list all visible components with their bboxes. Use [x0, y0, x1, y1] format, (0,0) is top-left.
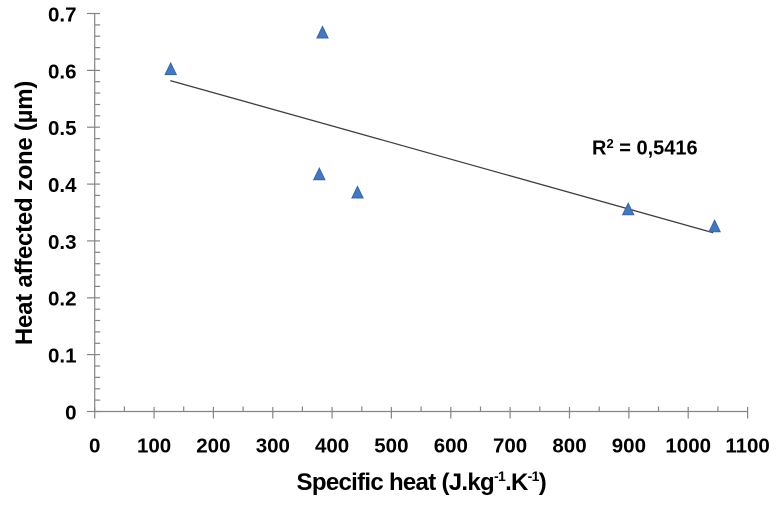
- svg-text:0.4: 0.4: [48, 174, 77, 197]
- svg-text:200: 200: [196, 435, 230, 458]
- svg-text:0.5: 0.5: [48, 117, 77, 140]
- svg-text:1000: 1000: [665, 435, 711, 458]
- svg-text:Heat affected zone (µm): Heat affected zone (µm): [11, 81, 38, 345]
- svg-text:R2 = 0,5416: R2 = 0,5416: [592, 136, 698, 160]
- svg-text:100: 100: [137, 435, 171, 458]
- svg-text:300: 300: [256, 435, 290, 458]
- svg-text:0.6: 0.6: [48, 60, 77, 83]
- svg-text:0.2: 0.2: [48, 288, 77, 311]
- svg-text:900: 900: [612, 435, 646, 458]
- svg-text:0: 0: [65, 401, 76, 424]
- svg-text:0.7: 0.7: [48, 3, 77, 26]
- svg-text:1100: 1100: [725, 435, 769, 458]
- svg-text:800: 800: [552, 435, 586, 458]
- svg-text:0.3: 0.3: [48, 231, 77, 254]
- svg-text:Specific heat (J.kg-1.K-1): Specific heat (J.kg-1.K-1): [297, 468, 546, 496]
- svg-text:600: 600: [434, 435, 468, 458]
- svg-text:500: 500: [374, 435, 408, 458]
- svg-text:0: 0: [89, 435, 100, 458]
- svg-text:700: 700: [493, 435, 527, 458]
- svg-text:0.1: 0.1: [48, 345, 77, 368]
- svg-text:400: 400: [315, 435, 349, 458]
